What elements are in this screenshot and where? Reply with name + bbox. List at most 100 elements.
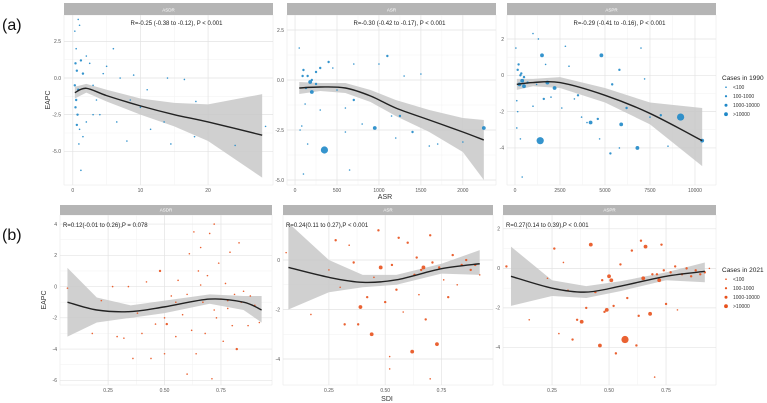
data-point xyxy=(429,234,432,237)
y-tick-label: -4 xyxy=(496,345,501,351)
y-tick-label: 0 xyxy=(277,258,280,264)
data-point xyxy=(386,54,389,58)
data-point xyxy=(537,38,540,40)
legend-title: Cases in 2021 xyxy=(722,267,764,274)
y-tick-label: 2 xyxy=(501,37,504,43)
data-point xyxy=(73,84,77,87)
data-point xyxy=(306,143,309,145)
x-tick-label: 0.50 xyxy=(160,388,170,394)
data-point xyxy=(78,128,81,131)
y-axis-title-a: EAPC xyxy=(45,90,52,109)
data-point xyxy=(301,74,304,78)
data-point xyxy=(264,125,267,128)
data-point xyxy=(424,318,427,321)
data-point xyxy=(515,127,518,129)
x-tick-label: 0 xyxy=(514,188,517,194)
confidence-band xyxy=(288,222,480,310)
data-point xyxy=(397,236,400,239)
y-tick-label: 0 xyxy=(501,73,504,79)
data-point xyxy=(553,247,556,250)
x-tick-label: 2000 xyxy=(457,188,468,194)
data-point xyxy=(249,295,252,297)
data-point xyxy=(111,285,114,288)
data-point xyxy=(550,96,552,98)
data-point xyxy=(576,94,580,97)
data-point xyxy=(406,241,409,244)
data-point xyxy=(105,65,108,68)
data-point xyxy=(708,267,711,270)
data-point xyxy=(319,109,322,111)
fit-line xyxy=(510,270,705,293)
data-point xyxy=(298,47,301,49)
data-point xyxy=(637,314,640,318)
facet-strip xyxy=(503,205,716,215)
y-axis-title-b: EAPC xyxy=(41,290,48,309)
data-point xyxy=(418,293,420,296)
legend-item-label: 100-1000 xyxy=(733,286,754,292)
data-point xyxy=(116,335,118,338)
y-tick-label: -4 xyxy=(500,146,505,152)
legend-swatch xyxy=(724,295,728,299)
x-tick-label: 0.50 xyxy=(604,388,614,394)
data-point xyxy=(421,265,426,270)
data-point xyxy=(598,343,602,348)
y-tick-label: 2.5 xyxy=(54,39,61,45)
legend-item-label: 1000-10000 xyxy=(733,295,760,301)
data-point xyxy=(588,120,593,125)
data-point xyxy=(306,74,309,78)
data-point xyxy=(186,373,188,375)
y-tick-label: -2 xyxy=(276,307,281,313)
data-point xyxy=(536,137,544,145)
data-point xyxy=(226,307,229,310)
data-point xyxy=(394,137,397,139)
panel-label-b: (b) xyxy=(2,227,22,244)
data-point xyxy=(626,296,629,300)
data-point xyxy=(575,318,579,321)
data-point xyxy=(438,266,441,269)
data-point xyxy=(635,146,640,150)
data-point xyxy=(242,290,245,293)
data-point xyxy=(204,332,206,335)
data-point xyxy=(95,99,98,101)
data-point xyxy=(603,310,606,314)
data-point xyxy=(673,265,677,268)
data-point xyxy=(435,342,439,347)
facet-strip-label: ASR xyxy=(387,8,397,13)
legend-2021: Cases in 2021 <100 100-1000 1000-10000 >1000… xyxy=(722,267,764,310)
data-point xyxy=(415,256,418,259)
data-point xyxy=(193,135,196,138)
data-point xyxy=(369,332,374,337)
data-point xyxy=(515,99,518,102)
x-tick-label: 1500 xyxy=(415,188,426,194)
x-tick-label: 10000 xyxy=(688,188,702,194)
data-point xyxy=(356,323,360,326)
data-point xyxy=(328,269,330,271)
data-point xyxy=(213,223,216,225)
fit-line xyxy=(516,80,703,142)
legend-item-label: <100 xyxy=(733,85,744,91)
panel-b-aspr: 0.25 0.50 0.75 2 0 -2 -4 ASPR R=0.27(0.14 to 0.3… xyxy=(496,205,717,394)
data-point xyxy=(181,313,184,316)
data-point xyxy=(657,278,662,283)
data-point xyxy=(521,176,523,178)
data-point xyxy=(676,113,685,121)
data-point xyxy=(607,274,611,279)
data-point xyxy=(175,301,177,303)
data-point xyxy=(112,47,115,50)
data-point xyxy=(402,311,404,313)
plot-area xyxy=(282,214,494,386)
data-point xyxy=(643,244,648,249)
y-tick-label: -5.0 xyxy=(275,178,284,184)
data-point xyxy=(465,258,468,262)
data-point xyxy=(92,84,94,87)
legend-swatch xyxy=(724,95,728,98)
data-point xyxy=(170,143,172,145)
correlation-annotation: R=-0.30 (-0.42 to -0.17), P < 0.001 xyxy=(354,21,447,27)
panel-a-asdr: 0 10 20 2.5 0.0 -2.5 -5.0 ASDR R=-0.25 (-0.38 to… xyxy=(52,3,274,194)
data-point xyxy=(522,75,526,79)
data-point xyxy=(540,53,544,58)
data-point xyxy=(102,72,105,75)
correlation-annotation: R=0.24(0.11 to 0.27),P < 0.001 xyxy=(286,223,369,229)
data-point xyxy=(573,98,576,100)
